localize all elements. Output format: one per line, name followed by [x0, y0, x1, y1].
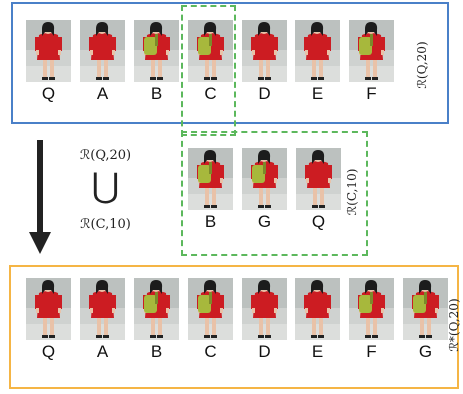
- top-row-image-label: D: [258, 84, 271, 103]
- top-row-person-image: [134, 20, 179, 82]
- middle-row-image-label: B: [204, 212, 217, 231]
- bottom-row-image-label: F: [366, 342, 377, 361]
- bottom-row-person-image: [403, 278, 448, 340]
- bottom-ranking-box: [9, 265, 459, 389]
- bottom-row-image-label: E: [311, 342, 324, 361]
- top-row-image-label: Q: [41, 84, 56, 103]
- bottom-row-person-image: [349, 278, 394, 340]
- top-row-person-image: [242, 20, 287, 82]
- middle-row-image-label: G: [257, 212, 272, 231]
- top-row-person-image: [26, 20, 71, 82]
- middle-row-person-image: [188, 148, 233, 210]
- top-row-person-image: [349, 20, 394, 82]
- bottom-row-image-label: Q: [41, 342, 56, 361]
- union-top-term: ℛ(Q,20): [79, 148, 132, 163]
- highlight-c-dashed-box: [181, 5, 236, 136]
- bottom-row-person-image: [80, 278, 125, 340]
- top-ranking-box: [11, 2, 449, 124]
- top-row-person-image: [295, 20, 340, 82]
- union-bottom-term: ℛ(C,10): [80, 217, 131, 232]
- bottom-row-image-label: D: [258, 342, 271, 361]
- bottom-row-image-label: G: [418, 342, 433, 361]
- down-arrow-icon: [29, 140, 51, 254]
- top-row-person-image: [80, 20, 125, 82]
- top-row-person-image: [188, 20, 233, 82]
- union-symbol: ⋃: [91, 166, 120, 206]
- bottom-row-person-image: [188, 278, 233, 340]
- bottom-row-image-label: B: [150, 342, 163, 361]
- middle-row-person-image: [296, 148, 341, 210]
- top-row-image-label: E: [311, 84, 324, 103]
- augmented-ranking-label: ℛ*(Q,20): [447, 298, 461, 352]
- bottom-row-person-image: [242, 278, 287, 340]
- bottom-row-image-label: A: [96, 342, 109, 361]
- top-row-image-label: A: [96, 84, 109, 103]
- bottom-row-person-image: [26, 278, 71, 340]
- c-ranking-label: ℛ(C,10): [345, 168, 359, 216]
- top-row-image-label: C: [204, 84, 217, 103]
- bottom-row-person-image: [295, 278, 340, 340]
- top-row-image-label: F: [366, 84, 377, 103]
- bottom-row-person-image: [134, 278, 179, 340]
- top-ranking-label: ℛ(Q,20): [415, 41, 429, 89]
- top-row-image-label: B: [150, 84, 163, 103]
- middle-row-image-label: Q: [311, 212, 326, 231]
- c-ranking-dashed-box: [181, 131, 368, 256]
- bottom-row-image-label: C: [204, 342, 217, 361]
- middle-row-person-image: [242, 148, 287, 210]
